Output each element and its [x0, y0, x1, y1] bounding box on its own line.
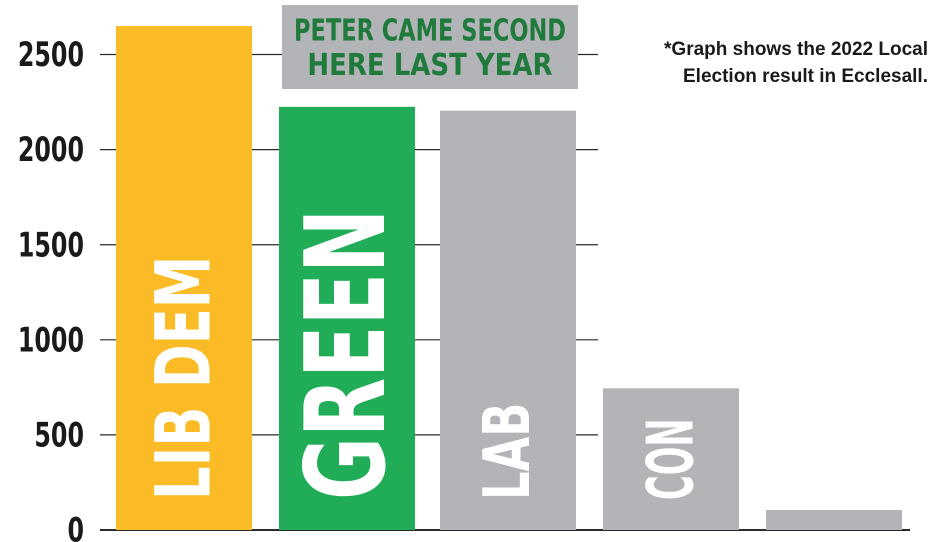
banner-line: PETER CAME SECOND [294, 13, 566, 48]
y-axis-tick-labels: 0 500 1000 1500 2000 2500 [18, 35, 84, 542]
bar-label: WEP [797, 387, 871, 500]
bar-label: LAB [471, 403, 545, 500]
bar-wep [766, 510, 902, 530]
banner-line: HERE LAST YEAR [307, 47, 552, 82]
y-tick-label: 0 [67, 510, 84, 542]
bar-lab [440, 110, 576, 530]
bar-label: LIB DEM [140, 256, 228, 500]
bar-lib-dem [116, 26, 252, 530]
banner-background [282, 5, 578, 89]
bar-green [279, 106, 415, 530]
y-tick-label: 2000 [18, 130, 84, 169]
y-tick-label: 2500 [18, 35, 84, 74]
bar-label: CON [633, 418, 708, 500]
bar-con [603, 388, 739, 530]
y-tick-label: 500 [34, 415, 84, 454]
chart-note: *Graph shows the 2022 Local Election res… [622, 36, 928, 90]
bar-label: GREEN [283, 209, 411, 500]
y-tick-label: 1000 [18, 320, 84, 359]
y-tick-label: 1500 [18, 225, 84, 264]
bars: LIB DEM GREEN LAB CON WEP [116, 26, 902, 530]
